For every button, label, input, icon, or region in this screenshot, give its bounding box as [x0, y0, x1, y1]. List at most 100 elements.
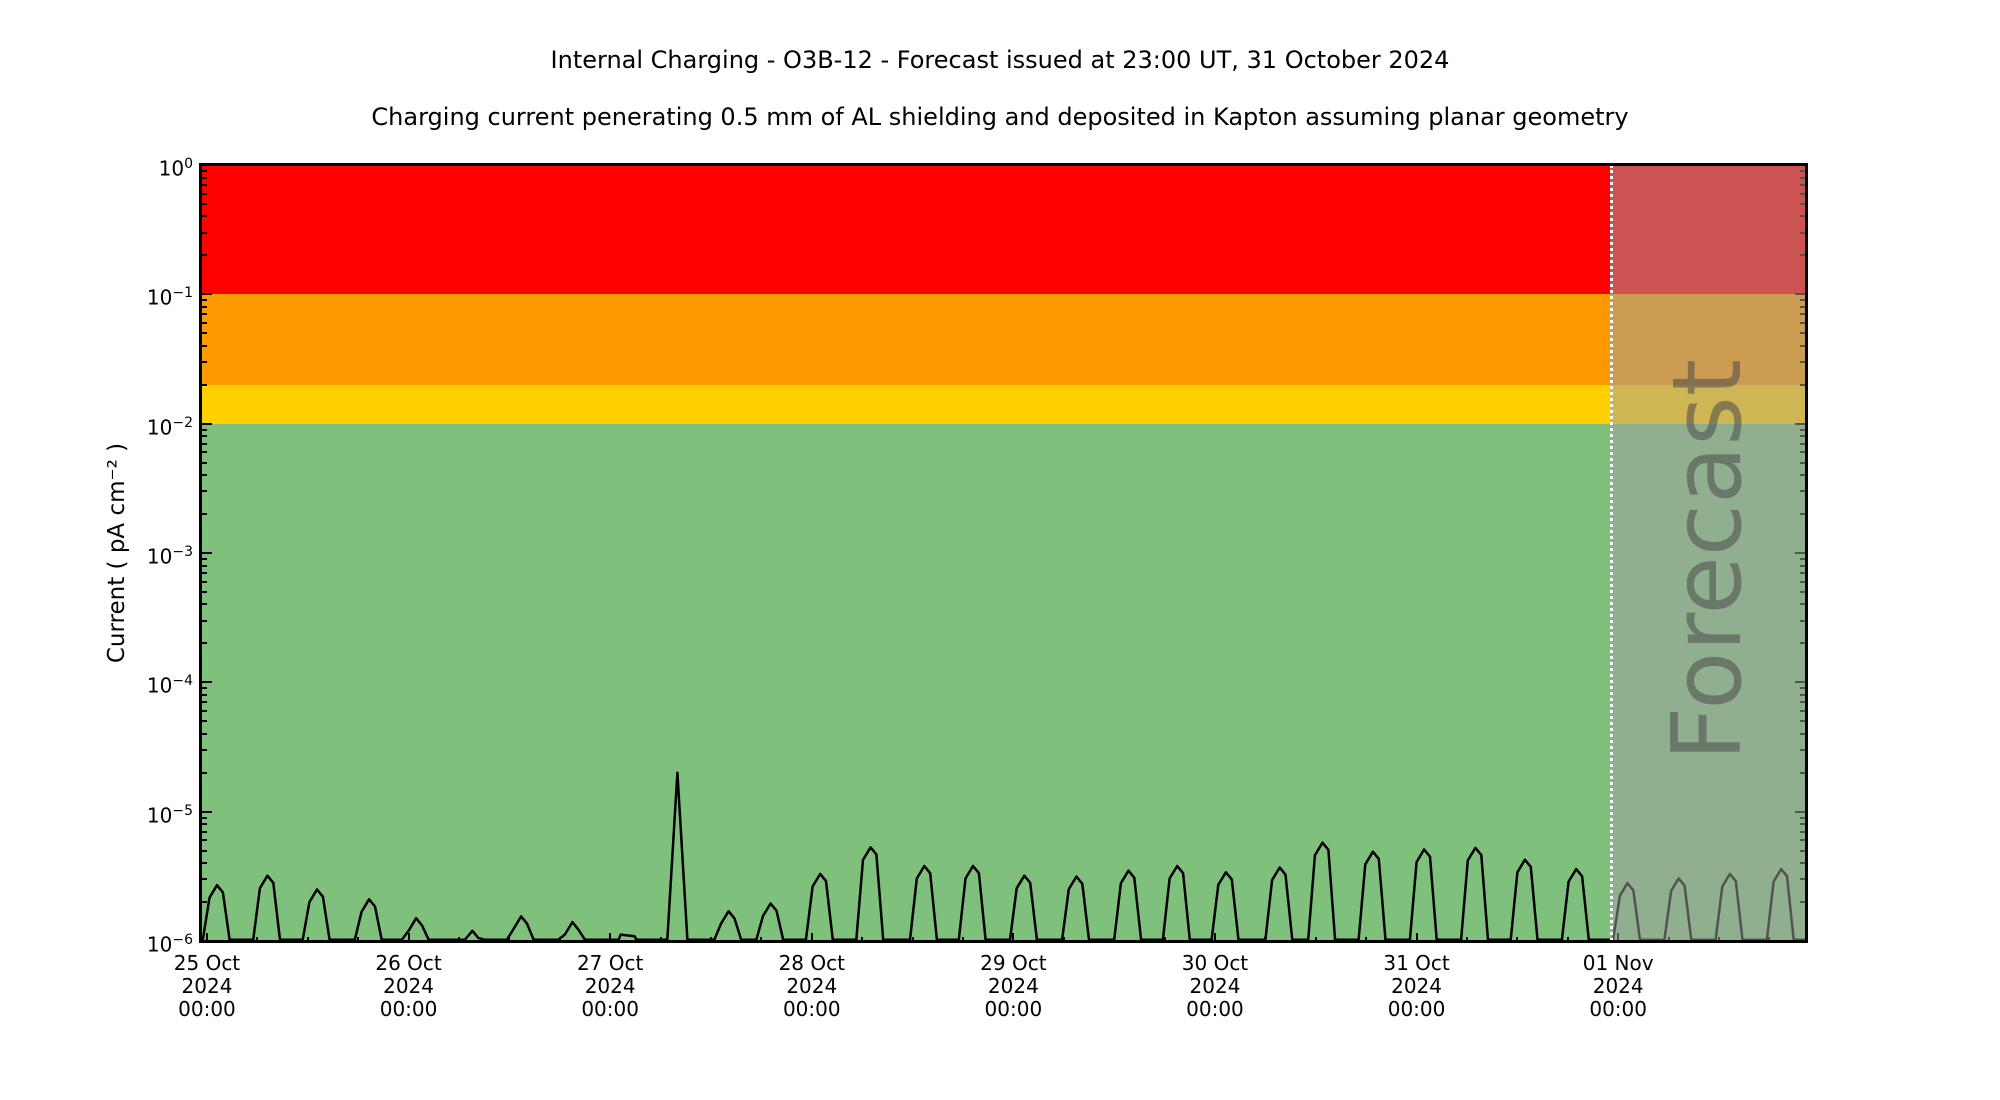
x-major-tick — [1415, 933, 1418, 941]
x-tick-label: 31 Oct 2024 00:00 — [1347, 952, 1487, 1021]
band-green-nominal — [201, 423, 1806, 941]
x-tick-label-line: 00:00 — [581, 997, 639, 1021]
x-tick-label-line: 00:00 — [379, 997, 438, 1021]
y-minor-tick — [201, 428, 207, 431]
forecast-overlay — [1609, 165, 1806, 941]
y-tick-label: 10−6 — [146, 932, 193, 957]
x-tick-label: 30 Oct 2024 00:00 — [1145, 952, 1285, 1021]
y-minor-tick — [201, 215, 207, 218]
x-tick-label-line: 00:00 — [1387, 997, 1446, 1021]
y-major-tick — [201, 293, 212, 296]
x-minor-tick — [508, 937, 511, 941]
y-major-tick — [201, 422, 212, 425]
x-minor-tick — [256, 937, 259, 941]
x-minor-tick — [357, 937, 360, 941]
y-minor-tick — [201, 442, 207, 445]
x-tick-label-line: 2024 — [1391, 974, 1443, 998]
x-tick-label-line: 29 Oct — [980, 951, 1047, 975]
y-minor-tick — [201, 169, 207, 172]
y-minor-tick — [201, 557, 207, 560]
x-minor-tick — [961, 937, 964, 941]
forecast-boundary-line — [1609, 165, 1613, 941]
y-minor-tick — [201, 435, 207, 438]
x-minor-tick — [1314, 937, 1317, 941]
x-minor-tick — [861, 937, 864, 941]
forecast-label: Forecast — [1652, 359, 1763, 761]
x-major-tick — [1012, 933, 1015, 941]
x-minor-tick — [1365, 937, 1368, 941]
y-tick-label: 10−4 — [146, 673, 193, 698]
y-minor-tick — [201, 474, 207, 477]
x-major-tick — [1213, 933, 1216, 941]
x-tick-label: 25 Oct 2024 00:00 — [137, 952, 277, 1021]
y-minor-tick — [201, 490, 207, 493]
y-minor-tick — [201, 619, 207, 622]
x-major-tick — [407, 933, 410, 941]
x-tick-label: 27 Oct 2024 00:00 — [540, 952, 680, 1021]
y-minor-tick — [201, 849, 207, 852]
x-tick-label-line: 30 Oct — [1181, 951, 1249, 975]
x-minor-tick — [1163, 937, 1166, 941]
x-tick-label-line: 28 Oct — [778, 951, 845, 975]
y-minor-tick — [201, 823, 207, 826]
y-minor-tick — [201, 254, 207, 257]
y-minor-tick — [201, 313, 207, 316]
y-minor-tick — [201, 513, 207, 516]
y-minor-tick — [201, 360, 207, 363]
x-minor-tick — [1516, 937, 1519, 941]
x-tick-label-line: 27 Oct — [576, 951, 644, 975]
x-tick-label: 29 Oct 2024 00:00 — [943, 952, 1083, 1021]
x-tick-label: 01 Nov 2024 00:00 — [1548, 952, 1688, 1021]
band-orange-warning — [201, 294, 1806, 385]
x-major-tick — [810, 933, 813, 941]
x-tick-label-line: 2024 — [383, 974, 435, 998]
x-minor-tick — [1062, 937, 1065, 941]
plot-area: Forecast 100 10−1 10−2 10−3 10−4 10−5 10−6 25 O… — [147, 156, 1808, 1021]
y-minor-tick — [201, 816, 207, 819]
band-red-alert — [201, 165, 1806, 295]
y-minor-tick — [201, 830, 207, 833]
y-minor-tick — [201, 748, 207, 751]
data-line-layer — [201, 771, 1806, 941]
y-minor-tick — [201, 184, 207, 187]
x-tick-label-line: 2024 — [1592, 974, 1644, 998]
y-minor-tick — [201, 901, 207, 904]
x-tick-label: 26 Oct 2024 00:00 — [339, 952, 479, 1021]
y-minor-tick — [201, 710, 207, 713]
x-tick-label-line: 2024 — [786, 974, 838, 998]
y-tick-label: 10−3 — [146, 544, 193, 569]
y-minor-tick — [201, 202, 207, 205]
y-major-tick — [201, 552, 212, 554]
y-major-tick — [201, 681, 212, 684]
y-minor-tick — [201, 693, 207, 696]
x-tick-label-line: 00:00 — [782, 997, 841, 1021]
x-minor-tick — [911, 937, 914, 941]
x-tick-label-line: 31 Oct — [1383, 951, 1450, 975]
y-minor-tick — [201, 564, 207, 567]
y-minor-tick — [201, 878, 207, 881]
x-tick-label-line: 2024 — [584, 974, 636, 998]
y-tick-label: 100 — [158, 156, 193, 181]
x-major-tick — [205, 933, 208, 941]
y-major-tick — [201, 810, 212, 813]
chart-title: Internal Charging - O3B-12 - Forecast is… — [550, 46, 1450, 74]
x-major-tick — [609, 933, 612, 941]
x-minor-tick — [760, 937, 763, 941]
x-tick-label-line: 00:00 — [178, 997, 236, 1021]
x-tick-label-line: 00:00 — [1589, 997, 1647, 1021]
y-minor-tick — [201, 572, 207, 575]
y-minor-tick — [201, 687, 207, 690]
x-tick-label-line: 01 Nov — [1582, 951, 1654, 975]
y-minor-tick — [201, 383, 207, 386]
chart-subtitle: Charging current penerating 0.5 mm of AL… — [371, 103, 1629, 131]
y-minor-tick — [201, 344, 207, 347]
y-minor-tick — [201, 701, 207, 704]
y-minor-tick — [201, 590, 207, 593]
data-line — [201, 771, 1806, 941]
y-minor-tick — [201, 461, 207, 464]
x-minor-tick — [1465, 937, 1468, 941]
y-minor-tick — [201, 305, 207, 308]
x-tick-label-line: 2024 — [987, 974, 1039, 998]
x-tick-label: 28 Oct 2024 00:00 — [742, 952, 882, 1021]
x-tick-label-line: 2024 — [1189, 974, 1241, 998]
